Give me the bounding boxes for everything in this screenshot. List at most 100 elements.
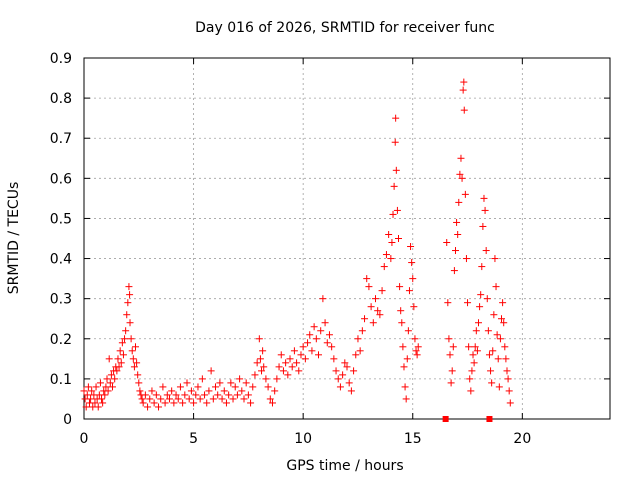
- data-point: [356, 347, 364, 355]
- data-point: [330, 355, 338, 363]
- data-point: [350, 367, 358, 375]
- data-point: [310, 323, 318, 331]
- data-point: [448, 367, 456, 375]
- data-point: [323, 339, 331, 347]
- data-point: [455, 198, 463, 206]
- data-point: [196, 395, 204, 403]
- data-point: [117, 359, 125, 367]
- data-point: [467, 387, 475, 395]
- data-point: [136, 387, 144, 395]
- data-point: [482, 247, 490, 255]
- y-tick-label: 0.7: [50, 131, 72, 147]
- data-point: [231, 383, 239, 391]
- data-point: [108, 383, 116, 391]
- data-point: [129, 355, 137, 363]
- y-tick-label: 0.3: [50, 292, 72, 308]
- data-point: [271, 387, 279, 395]
- data-point: [385, 230, 393, 238]
- data-point: [398, 319, 406, 327]
- data-point: [198, 375, 206, 383]
- data-point: [503, 367, 511, 375]
- data-point: [443, 239, 451, 247]
- data-point: [118, 339, 126, 347]
- data-point: [290, 347, 298, 355]
- data-point: [481, 206, 489, 214]
- x-axis: 0 5 10 15 20: [80, 58, 531, 447]
- data-point: [126, 291, 134, 299]
- data-point: [471, 343, 479, 351]
- data-point: [87, 395, 95, 403]
- data-point: [260, 363, 268, 371]
- data-point: [107, 371, 115, 379]
- data-point: [506, 399, 514, 407]
- data-point: [253, 359, 261, 367]
- data-point: [480, 194, 488, 202]
- y-tick-label: 0.5: [50, 211, 72, 227]
- data-point: [478, 263, 486, 271]
- data-point: [176, 383, 184, 391]
- data-point: [203, 399, 211, 407]
- data-point: [450, 267, 458, 275]
- data-point: [273, 375, 281, 383]
- data-point: [393, 206, 401, 214]
- data-point: [407, 243, 415, 251]
- data-point: [352, 351, 360, 359]
- data-point: [111, 375, 119, 383]
- data-point: [343, 363, 351, 371]
- data-point: [119, 351, 127, 359]
- data-point: [286, 355, 294, 363]
- data-point: [483, 295, 491, 303]
- data-point: [218, 395, 226, 403]
- data-point: [94, 403, 102, 411]
- data-point: [225, 391, 233, 399]
- data-point: [242, 379, 250, 387]
- data-point: [233, 391, 241, 399]
- data-point: [128, 347, 136, 355]
- data-point: [214, 391, 222, 399]
- data-point: [249, 383, 257, 391]
- data-point: [247, 399, 255, 407]
- data-point: [502, 355, 510, 363]
- data-point: [275, 363, 283, 371]
- data-point: [389, 210, 397, 218]
- data-point: [469, 351, 477, 359]
- data-point: [301, 355, 309, 363]
- data-point: [155, 403, 163, 411]
- data-point: [358, 327, 366, 335]
- data-point: [227, 379, 235, 387]
- data-point: [170, 399, 178, 407]
- data-point: [409, 275, 417, 283]
- data-point: [104, 387, 112, 395]
- y-axis: 0 0.1 0.2 0.3 0.4 0.5 0.6 0.7 0.8 0.9: [50, 51, 610, 428]
- plot-frame: [83, 57, 611, 420]
- data-point: [121, 335, 129, 343]
- data-point: [279, 367, 287, 375]
- data-point: [504, 375, 512, 383]
- data-point: [152, 391, 160, 399]
- data-point: [96, 379, 104, 387]
- chart-title: Day 016 of 2026, SRMTID for receiver fun…: [195, 20, 495, 36]
- data-point: [365, 283, 373, 291]
- data-point: [127, 335, 135, 343]
- data-point: [133, 359, 141, 367]
- x-axis-label: GPS time / hours: [286, 458, 403, 474]
- data-point: [414, 343, 422, 351]
- data-point: [315, 351, 323, 359]
- y-tick-label: 0.1: [50, 372, 72, 388]
- data-point: [251, 371, 259, 379]
- data-point: [106, 379, 114, 387]
- data-point: [378, 287, 386, 295]
- data-point: [114, 355, 122, 363]
- y-tick-label: 0.8: [50, 91, 72, 107]
- data-point: [505, 387, 513, 395]
- data-point: [220, 387, 228, 395]
- data-point: [207, 367, 215, 375]
- data-point: [84, 383, 92, 391]
- data-point: [80, 387, 88, 395]
- data-point: [122, 327, 130, 335]
- data-point: [382, 251, 390, 259]
- data-point: [475, 319, 482, 327]
- data-point: [476, 303, 484, 311]
- data-point: [499, 299, 507, 307]
